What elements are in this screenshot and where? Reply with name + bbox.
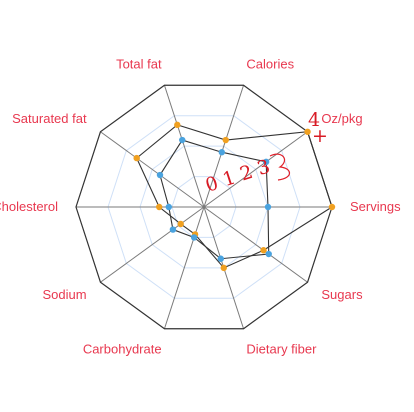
axis-label-servings: Servings [350,199,401,214]
axis-labels: Calories Oz/pkg Servings Sugars Dietary fibe… [0,56,401,356]
series-2-point [265,250,272,258]
annotation-plus: + [312,125,328,147]
annotation-digit-4: 4 [308,109,320,131]
axis-label-sodium: Sodium [43,287,87,302]
axis-label-cholesterol: Cholesterol [0,199,58,214]
series-2-point [264,203,272,211]
grid-spoke [203,85,245,208]
series-1-point [222,136,229,144]
series-2-point [156,171,164,179]
series-2-point [218,149,225,156]
grid-spoke [100,206,205,283]
series-1-point [156,203,163,211]
series-2-point [190,234,198,241]
axis-label-dietary-fiber: Dietary fiber [246,342,317,357]
grid-spoke [163,85,205,208]
series-2-point [217,255,225,262]
series-1-point [177,220,184,228]
series-1-point [220,264,227,272]
radar-series [133,121,336,272]
grid-spoke [100,131,205,208]
grid-spoke [203,206,308,283]
series-2-point [169,226,177,233]
series-2-point [179,136,186,144]
series-1-point [328,203,336,211]
series-2-point [165,203,172,211]
annotation-scribble [269,153,291,181]
series-1-point [133,154,140,162]
axis-label-carbohydrate: Carbohydrate [83,342,162,357]
axis-label-total-fat: Total fat [116,56,162,71]
series-1-point [174,121,181,129]
series-1-point [260,247,267,254]
grid-spoke [203,131,308,208]
grid-spoke [163,206,205,329]
axis-label-sugars: Sugars [321,287,363,302]
axis-label-calories: Calories [246,56,294,71]
series-1-point [304,128,311,135]
series-2-point [262,158,270,166]
axis-label-oz-pkg: Oz/pkg [321,111,362,126]
radar-grid [75,84,333,330]
axis-label-saturated-fat: Saturated fat [12,111,87,126]
